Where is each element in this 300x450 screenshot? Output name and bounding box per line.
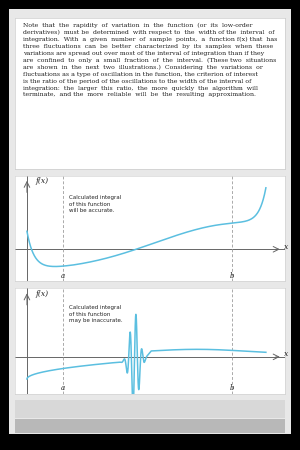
Text: b: b bbox=[230, 384, 235, 392]
Text: b: b bbox=[230, 272, 235, 280]
Text: a: a bbox=[61, 384, 65, 392]
Text: x: x bbox=[284, 351, 288, 358]
Text: Calculated integral
of this function
may be inaccurate.: Calculated integral of this function may… bbox=[69, 305, 122, 324]
Text: f(x): f(x) bbox=[35, 290, 48, 298]
Text: f(x): f(x) bbox=[35, 177, 48, 185]
Text: Calculated integral
of this function
will be accurate.: Calculated integral of this function wil… bbox=[69, 195, 121, 213]
Text: Note  that  the  rapidity  of  variation  in  the  function  (or  its  low-order: Note that the rapidity of variation in t… bbox=[23, 22, 278, 97]
Text: x: x bbox=[284, 243, 288, 251]
Text: a: a bbox=[61, 272, 65, 280]
